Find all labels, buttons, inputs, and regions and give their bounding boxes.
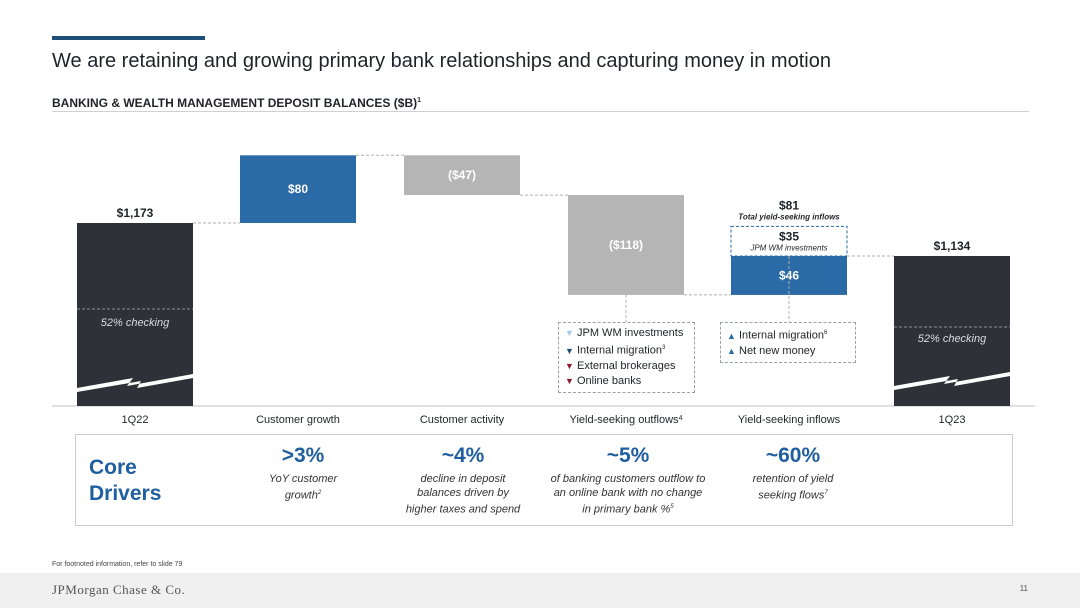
- legend-label: External brokerages: [577, 359, 676, 372]
- legend-item: ▼ External brokerages: [565, 359, 688, 374]
- legend-item: ▼ Internal migration3: [565, 344, 666, 357]
- driver-value: ~5%: [606, 444, 650, 467]
- category-label: Customer activity: [420, 414, 505, 426]
- company-logo: JPMorgan Chase & Co.: [52, 582, 186, 597]
- inflows-legend: ▲ Internal migration6 ▲ Net new money: [720, 322, 856, 363]
- title-accent-rule: [52, 36, 205, 40]
- footer-bar: JPMorgan Chase & Co. 11: [0, 573, 1080, 608]
- driver-yield-inflows: ~60% retention of yield seeking flows7: [713, 444, 873, 503]
- category-label: Yield-seeking outflows4: [570, 414, 683, 426]
- potential-note-label: JPM WM investments: [749, 243, 827, 252]
- triangle-down-red-icon: ▼: [565, 375, 574, 386]
- core-drivers-title: Core Drivers: [89, 456, 162, 505]
- triangle-up-blue-icon: ▲: [727, 345, 736, 356]
- driver-customer-activity: ~4% decline in deposit balances driven b…: [383, 444, 543, 517]
- bar-customer-growth: [240, 155, 356, 223]
- legend-label: Internal migration: [577, 344, 662, 357]
- legend-item: ▲ Internal migration6: [727, 329, 828, 342]
- bar-1q22: [77, 223, 193, 406]
- driver-description: decline in deposit balances driven by hi…: [405, 473, 521, 516]
- step-value-label: $46: [779, 268, 799, 282]
- page-number: 11: [1019, 584, 1028, 593]
- subtitle-divider: [52, 111, 1029, 112]
- footnote: For footnoted information, refer to slid…: [52, 561, 183, 568]
- driver-description: retention of yield seeking flows7: [752, 473, 834, 502]
- checking-share-label: 52% checking: [101, 317, 170, 329]
- step-value-label: $80: [288, 182, 308, 196]
- legend-item: ▼ JPM WM investments: [565, 326, 688, 341]
- driver-yield-outflows: ~5% of banking customers outflow to an o…: [548, 444, 708, 517]
- category-label: 1Q22: [122, 414, 149, 426]
- legend-label: Internal migration: [739, 329, 824, 342]
- axis-break-mark: [77, 374, 193, 392]
- total-value-label: $1,173: [117, 206, 154, 220]
- driver-description: YoY customer growth2: [268, 473, 338, 502]
- legend-item: ▲ Net new money: [727, 344, 849, 359]
- chart-subtitle: BANKING & WEALTH MANAGEMENT DEPOSIT BALA…: [52, 96, 422, 110]
- triangle-down-red-icon: ▼: [565, 360, 574, 371]
- page-title: We are retaining and growing primary ban…: [52, 50, 831, 72]
- legend-label: JPM WM investments: [577, 327, 684, 339]
- driver-value: ~4%: [441, 444, 485, 467]
- inflow-total-label: $81: [779, 198, 799, 212]
- category-label: 1Q23: [939, 414, 966, 426]
- step-value-label: ($118): [609, 238, 643, 252]
- legend-label: Net new money: [739, 344, 816, 357]
- potential-inflow-box: [730, 225, 848, 257]
- driver-description: of banking customers outflow to an onlin…: [550, 473, 706, 516]
- category-label: Yield-seeking inflows: [738, 414, 841, 426]
- potential-value-label: $35: [779, 229, 799, 243]
- bar-customer-activity: [404, 155, 520, 196]
- axis-break-mark: [894, 372, 1010, 390]
- legend-item: ▼ Online banks: [565, 374, 688, 389]
- step-value-label: ($47): [448, 168, 476, 182]
- driver-value: ~60%: [765, 444, 821, 467]
- checking-share-label: 52% checking: [918, 333, 987, 345]
- inflow-total-note: Total yield-seeking inflows: [738, 212, 840, 221]
- waterfall-chart: $1,173 52% checking 1Q22 $80 Customer growth…: [52, 154, 1035, 426]
- category-label: Customer growth: [256, 414, 340, 426]
- triangle-down-blue-icon: ▼: [565, 345, 574, 356]
- core-drivers-panel: Core Drivers >3% YoY customer growth2 ~4…: [75, 434, 1013, 526]
- triangle-up-blue-icon: ▲: [727, 330, 736, 341]
- triangle-down-light-icon: ▼: [565, 328, 574, 338]
- driver-customer-growth: >3% YoY customer growth2: [223, 444, 383, 503]
- total-value-label: $1,134: [934, 239, 971, 253]
- legend-label: Online banks: [577, 374, 642, 387]
- bar-yield-seeking-outflows: [568, 195, 684, 295]
- driver-value: >3%: [281, 444, 325, 467]
- outflows-legend: ▼ JPM WM investments ▼ Internal migration3 ▼…: [558, 322, 695, 393]
